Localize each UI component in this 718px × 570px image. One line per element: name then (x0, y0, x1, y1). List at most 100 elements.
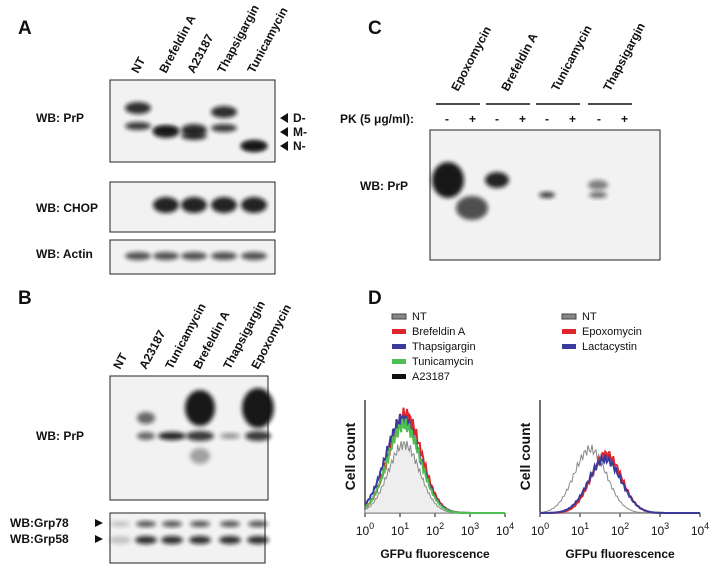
y-axis-title: Cell count (342, 422, 358, 490)
band (125, 252, 151, 260)
x-tick-label: 100 (531, 521, 549, 538)
tick-exp: 2 (624, 521, 629, 531)
legend-label: Epoxomycin (582, 326, 642, 338)
tick-base: 10 (391, 524, 405, 538)
band (135, 536, 157, 544)
tick-exp: 2 (439, 521, 444, 531)
band (137, 432, 155, 440)
band (125, 122, 151, 130)
histogram (540, 449, 700, 514)
blot-label: WB: PrP (36, 111, 84, 125)
tick-base: 10 (651, 524, 665, 538)
band (158, 432, 186, 440)
band (189, 536, 211, 544)
legend-label: Brefeldin A (412, 326, 466, 338)
lane-label: Brefeldin A (498, 30, 540, 93)
tick-base: 10 (426, 524, 440, 538)
tick-exp: 1 (584, 521, 589, 531)
tick-exp: 0 (369, 521, 374, 531)
blot-label: WB:Grp58 (10, 532, 69, 546)
x-axis-title: GFPu fluorescence (380, 547, 490, 561)
x-axis-title: GFPu fluorescence (565, 547, 675, 561)
tick-exp: 1 (404, 521, 409, 531)
blot-label: WB: PrP (360, 179, 408, 193)
band (161, 536, 183, 544)
band (109, 536, 131, 544)
panel-label: C (368, 18, 382, 39)
tick-exp: 4 (509, 521, 514, 531)
arrowhead (280, 127, 288, 137)
pk-sign: + (621, 112, 628, 126)
tick-base: 10 (531, 524, 545, 538)
x-tick-label: 103 (651, 521, 669, 538)
x-tick-label: 101 (391, 521, 409, 538)
band (539, 192, 555, 198)
band (211, 197, 237, 213)
panel-label: A (18, 18, 32, 39)
band (211, 252, 237, 260)
arrowhead (280, 113, 288, 123)
band (211, 124, 237, 132)
x-tick-label: 101 (571, 521, 589, 538)
tick-exp: 3 (664, 521, 669, 531)
band (190, 448, 210, 464)
pk-label: PK (5 μg/ml): (340, 112, 414, 126)
band (219, 536, 241, 544)
legend-swatch (391, 313, 407, 320)
band (190, 521, 210, 527)
blot-label: WB: CHOP (36, 201, 98, 215)
tick-base: 10 (571, 524, 585, 538)
legend-label: A23187 (412, 371, 450, 383)
legend-label: NT (582, 311, 597, 323)
lane-label: A23187 (184, 31, 216, 75)
blot-label: WB:Grp78 (10, 516, 69, 530)
x-tick-label: 100 (356, 521, 374, 538)
x-tick-label: 102 (611, 521, 629, 538)
band (153, 197, 179, 213)
y-axis-title: Cell count (517, 422, 533, 490)
band (432, 162, 464, 198)
pk-sign: - (545, 112, 549, 126)
blot-label: WB: Actin (36, 247, 93, 261)
pk-sign: + (569, 112, 576, 126)
band (248, 521, 268, 527)
tick-exp: 4 (704, 521, 709, 531)
band (137, 412, 155, 424)
x-tick-label: 103 (461, 521, 479, 538)
lane-label: Tunicamycin (548, 23, 594, 94)
tick-base: 10 (611, 524, 625, 538)
lane-label: NT (110, 350, 130, 371)
tick-exp: 0 (544, 521, 549, 531)
tick-exp: 3 (474, 521, 479, 531)
pk-sign: - (597, 112, 601, 126)
x-tick-label: 104 (691, 521, 709, 538)
band-label: N- (293, 139, 306, 153)
lane-label: Epoxomycin (448, 24, 494, 94)
panel-label: D (368, 288, 382, 309)
legend-label: Tunicamycin (412, 356, 473, 368)
band (181, 197, 207, 213)
band (242, 388, 274, 428)
blot-label: WB: PrP (36, 429, 84, 443)
blot (109, 512, 266, 564)
pk-sign: + (519, 112, 526, 126)
band (181, 132, 207, 140)
band (241, 142, 267, 150)
histogram (540, 453, 700, 514)
band (181, 252, 207, 260)
band (247, 536, 269, 544)
legend-label: Lactacystin (582, 341, 637, 353)
band (245, 431, 271, 441)
band (153, 252, 179, 260)
band (185, 390, 215, 426)
arrowhead (280, 141, 288, 151)
panel-label: B (18, 288, 32, 309)
band (220, 521, 240, 527)
band-label: D- (293, 111, 306, 125)
band (153, 126, 179, 134)
band (220, 433, 240, 439)
legend-swatch (392, 344, 406, 349)
lane-label: NT (128, 54, 148, 75)
x-tick-label: 104 (496, 521, 514, 538)
